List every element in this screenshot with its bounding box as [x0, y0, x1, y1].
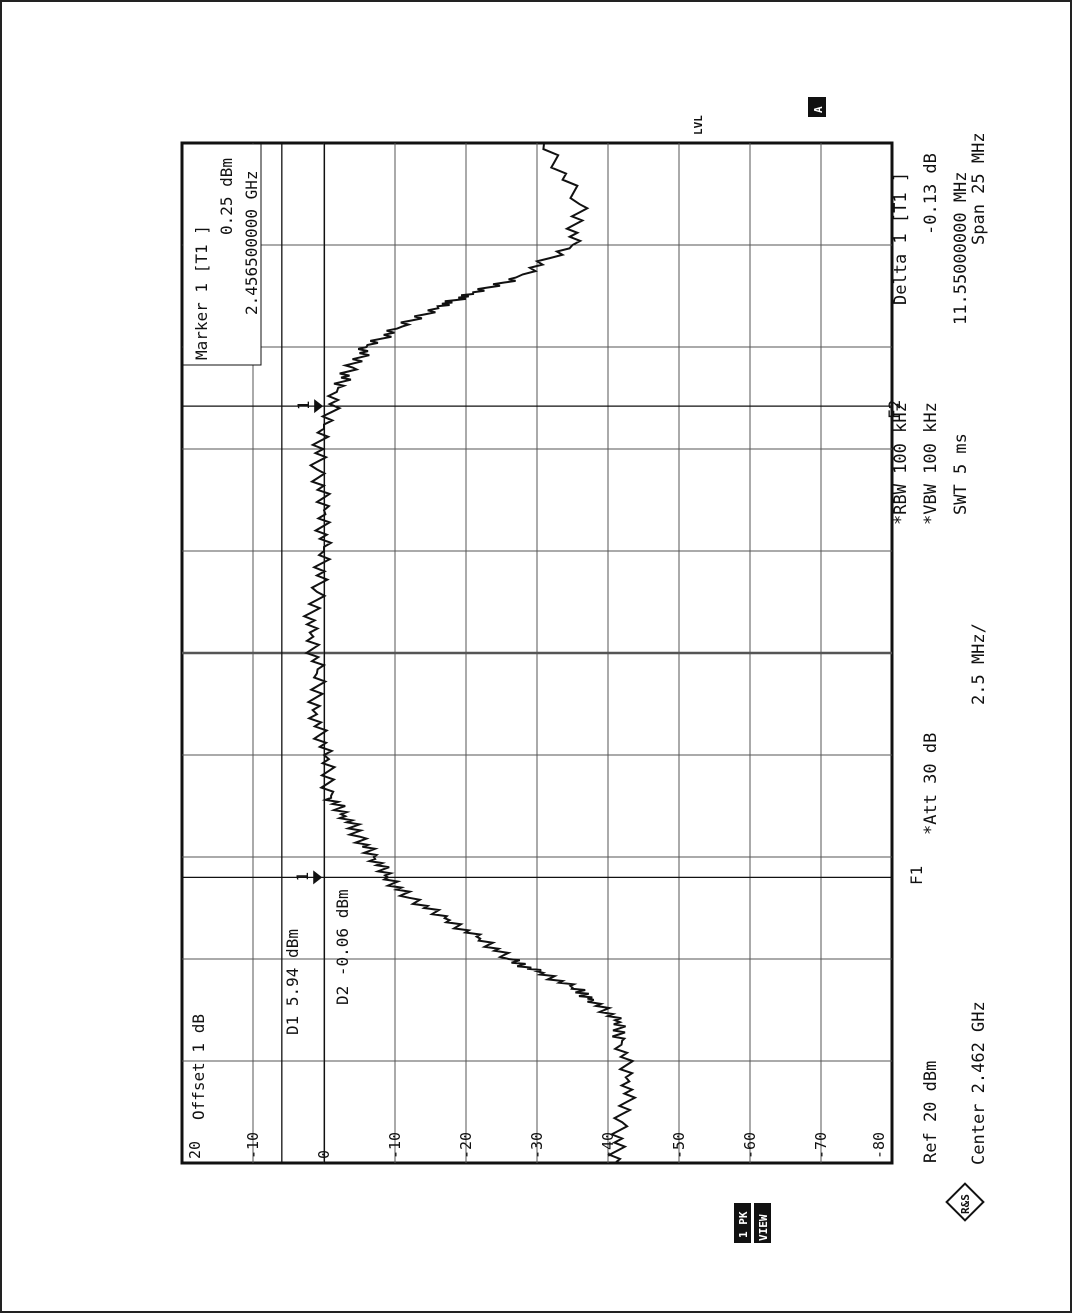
span-label: Span 25 MHz	[969, 132, 989, 245]
lvl-label: LVL	[692, 115, 705, 135]
y-tick-label: -20	[457, 1132, 475, 1159]
offset-label: Offset 1 dB	[189, 1014, 208, 1120]
y-tick-label: -50	[670, 1132, 688, 1159]
rs-logo-icon: R&S	[945, 1182, 985, 1222]
delta-title: Delta 1 [T1 ]	[891, 172, 911, 305]
ref-level-label: Ref 20 dBm	[921, 1061, 941, 1163]
y-tick-label: -70	[812, 1132, 830, 1159]
marker-info-box	[182, 143, 262, 366]
marker-info-level: 0.25 dBm	[217, 158, 236, 235]
spectrum-trace	[301, 142, 638, 1164]
marker-info-frequency: 2.456500000 GHz	[242, 171, 261, 316]
trace-badge: A	[812, 106, 825, 113]
markers: 11	[293, 399, 324, 885]
center-frequency: Center 2.462 GHz	[969, 1001, 989, 1165]
f1-label: F1	[907, 866, 926, 885]
attenuation-label: *Att 30 dB	[921, 733, 941, 835]
pk-badge-box	[734, 1203, 751, 1243]
marker-label: 1	[294, 401, 313, 411]
delta-frequency: 11.55000000 MHz	[951, 171, 971, 325]
marker-label: 1	[293, 872, 312, 882]
logo-text: R&S	[959, 1194, 972, 1214]
trace-badge-box	[808, 97, 826, 117]
y-tick-label: -80	[870, 1132, 888, 1159]
y-tick-label: -60	[741, 1132, 759, 1159]
marker-triangle	[314, 399, 324, 414]
marker-info-title: Marker 1 [T1 ]	[192, 225, 211, 360]
rbw-label: *RBW 100 kHz	[891, 402, 911, 525]
y-tick-label: -10	[244, 1132, 262, 1159]
y-tick-label: -30	[528, 1132, 546, 1159]
d1-label: D1 5.94 dBm	[283, 929, 302, 1035]
view-badge: VIEW	[757, 1214, 770, 1241]
y-tick-labels: 20-100-10-20-30-40-50-60-70-80	[186, 1132, 888, 1159]
d2-label: D2 -0.06 dBm	[333, 889, 352, 1005]
plot-area: 20-100-10-20-30-40-50-60-70-80 11	[180, 141, 894, 1165]
display-lines	[182, 143, 892, 1163]
marker-triangle	[313, 870, 323, 885]
swt-label: SWT 5 ms	[951, 433, 971, 515]
pk-badge: 1 PK	[737, 1211, 750, 1238]
vbw-label: *VBW 100 kHz	[921, 402, 941, 525]
frequency-division: 2.5 MHz/	[969, 623, 989, 705]
y-tick-label: 20	[186, 1141, 204, 1159]
y-tick-label: -10	[386, 1132, 404, 1159]
delta-level: -0.13 dB	[921, 153, 941, 235]
f2-label: F2	[885, 400, 904, 419]
view-badge-box	[754, 1203, 771, 1243]
